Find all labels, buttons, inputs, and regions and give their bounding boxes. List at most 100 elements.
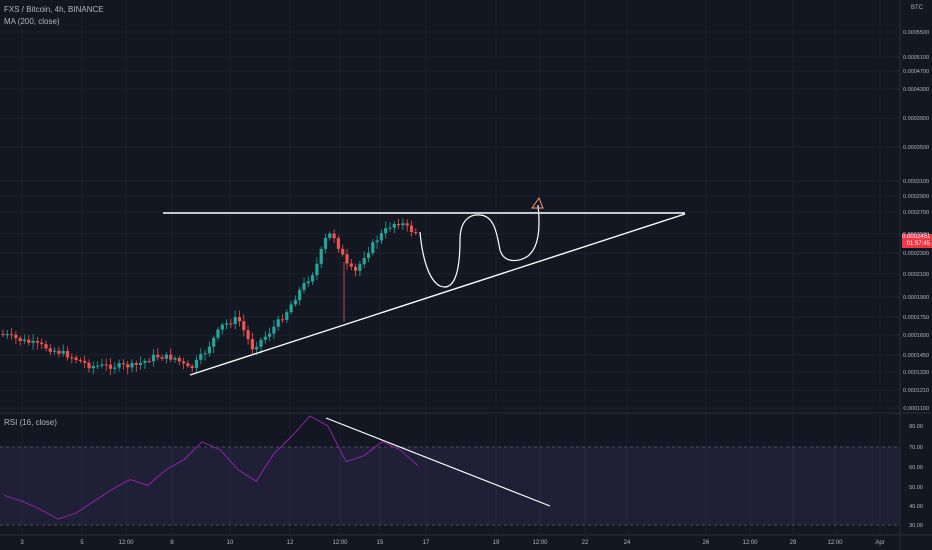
candle-body: [341, 248, 345, 255]
candle-body: [121, 363, 125, 365]
time-tick-label: 22: [582, 540, 589, 546]
candle-body: [199, 354, 203, 360]
time-tick-label: 24: [624, 540, 631, 546]
rsi-tick-label: 30.00: [909, 523, 923, 529]
time-tick-label: 26: [703, 540, 710, 546]
symbol-label[interactable]: FXS / Bitcoin, 4h, BINANCE: [4, 5, 104, 14]
candle-body: [354, 266, 358, 271]
candle-body: [173, 357, 177, 360]
last-price-badge: 0.0002451 01:57:45: [902, 234, 932, 248]
rsi-divergence-line[interactable]: [325, 417, 551, 507]
rsi-indicator-label[interactable]: RSI (16, close): [4, 418, 57, 427]
price-tick-label: 0.0001450: [903, 353, 929, 359]
candle-body: [87, 362, 91, 369]
price-tick-label: 0.0001330: [903, 370, 929, 376]
time-tick-label: 29: [790, 540, 797, 546]
price-tick-label: 0.0001210: [903, 388, 929, 394]
support-trendline[interactable]: [189, 213, 686, 376]
rsi-tick-label: 80.00: [909, 424, 923, 430]
candle-body: [48, 348, 52, 352]
candle-body: [401, 223, 405, 226]
candle-body: [203, 353, 207, 355]
candle-body: [40, 342, 44, 345]
price-tick-label: 0.0003100: [903, 179, 929, 185]
rsi-line: [3, 415, 419, 520]
rsi-tick-label: 70.00: [909, 445, 923, 451]
candle-body: [1, 334, 5, 335]
candle-body: [233, 317, 237, 324]
last-price-value: 0.0002451: [902, 234, 931, 240]
rsi-layer: [3, 415, 419, 520]
candle-body: [311, 275, 315, 282]
time-tick-label: 3: [20, 540, 24, 546]
time-tick-label: 5: [80, 540, 84, 546]
candle-body: [263, 336, 267, 340]
price-tick-label: 0.0001600: [903, 333, 929, 339]
rsi-tick-label: 50.00: [909, 485, 923, 491]
drawings-layer[interactable]: [163, 196, 686, 507]
candle-body: [246, 330, 250, 340]
time-tick-label: 12:00: [532, 540, 548, 546]
candle-body: [375, 240, 379, 243]
chart-legend: FXS / Bitcoin, 4h, BINANCE MA (200, clos…: [4, 4, 104, 28]
candle-body: [130, 363, 134, 368]
candle-body: [366, 252, 371, 259]
candle-body: [151, 354, 156, 362]
candle-body: [332, 233, 336, 239]
candle-body: [384, 228, 388, 234]
candle-body: [405, 223, 409, 226]
candle-body: [242, 321, 246, 331]
candle-body: [57, 350, 61, 354]
time-tick-label: 10: [227, 540, 234, 546]
candle-body: [225, 323, 229, 325]
price-tick-label: 0.0003900: [903, 116, 929, 122]
candle-body: [229, 323, 233, 325]
price-axis: 0.0005500 0.0005100 0.0004700 0.0004300 0.00…: [903, 30, 929, 412]
candle-body: [280, 319, 285, 321]
price-tick-label: 0.0005100: [903, 55, 929, 61]
rsi-axis: 80.00 70.00 60.00 50.00 40.00 30.00: [909, 424, 923, 529]
candle-body: [358, 264, 362, 271]
candle-body: [53, 350, 57, 352]
time-tick-label: Apr: [875, 540, 884, 546]
time-axis: 3 5 12:00 8 10 12 12:00 15 17 19 12:00 22 24 26 12:00 2…: [20, 540, 884, 546]
candle-body: [169, 354, 173, 360]
price-tick-label: 0.0001100: [903, 406, 929, 412]
candle-body: [113, 367, 117, 369]
time-tick-label: 12: [287, 540, 294, 546]
time-tick-label: 15: [377, 540, 384, 546]
candle-body: [315, 263, 319, 276]
candle-body: [117, 363, 121, 368]
candle-body: [345, 254, 349, 264]
candle-body: [91, 365, 95, 369]
price-tick-label: 0.0001900: [903, 295, 929, 301]
rsi-legend: RSI (16, close): [4, 418, 57, 427]
candle-body: [186, 363, 190, 367]
candle-body: [194, 359, 199, 369]
price-tick-label: 0.0003500: [903, 145, 929, 151]
candle-body: [74, 357, 78, 360]
projection-curve[interactable]: [419, 204, 540, 288]
candle-body: [27, 339, 31, 343]
rsi-tick-label: 60.00: [909, 465, 923, 471]
ma-indicator-label[interactable]: MA (200, close): [4, 17, 60, 26]
candle-body: [134, 363, 138, 365]
candle-body: [409, 225, 414, 233]
candle-body: [5, 334, 9, 336]
candle-body: [14, 334, 18, 339]
candle-body: [31, 340, 35, 343]
candle-body: [70, 357, 74, 359]
candle-body: [237, 317, 242, 322]
candle-body: [298, 289, 302, 301]
candle-body: [259, 339, 263, 347]
candle-body: [250, 339, 254, 350]
candle-body: [160, 357, 164, 359]
candle-body: [414, 232, 418, 234]
candle-body: [18, 338, 22, 342]
candles-layer: [1, 218, 418, 376]
candle-body: [276, 319, 280, 327]
projection-arrow[interactable]: [531, 196, 544, 209]
candle-body: [143, 360, 147, 363]
price-countdown: 01:57:45: [906, 241, 930, 247]
